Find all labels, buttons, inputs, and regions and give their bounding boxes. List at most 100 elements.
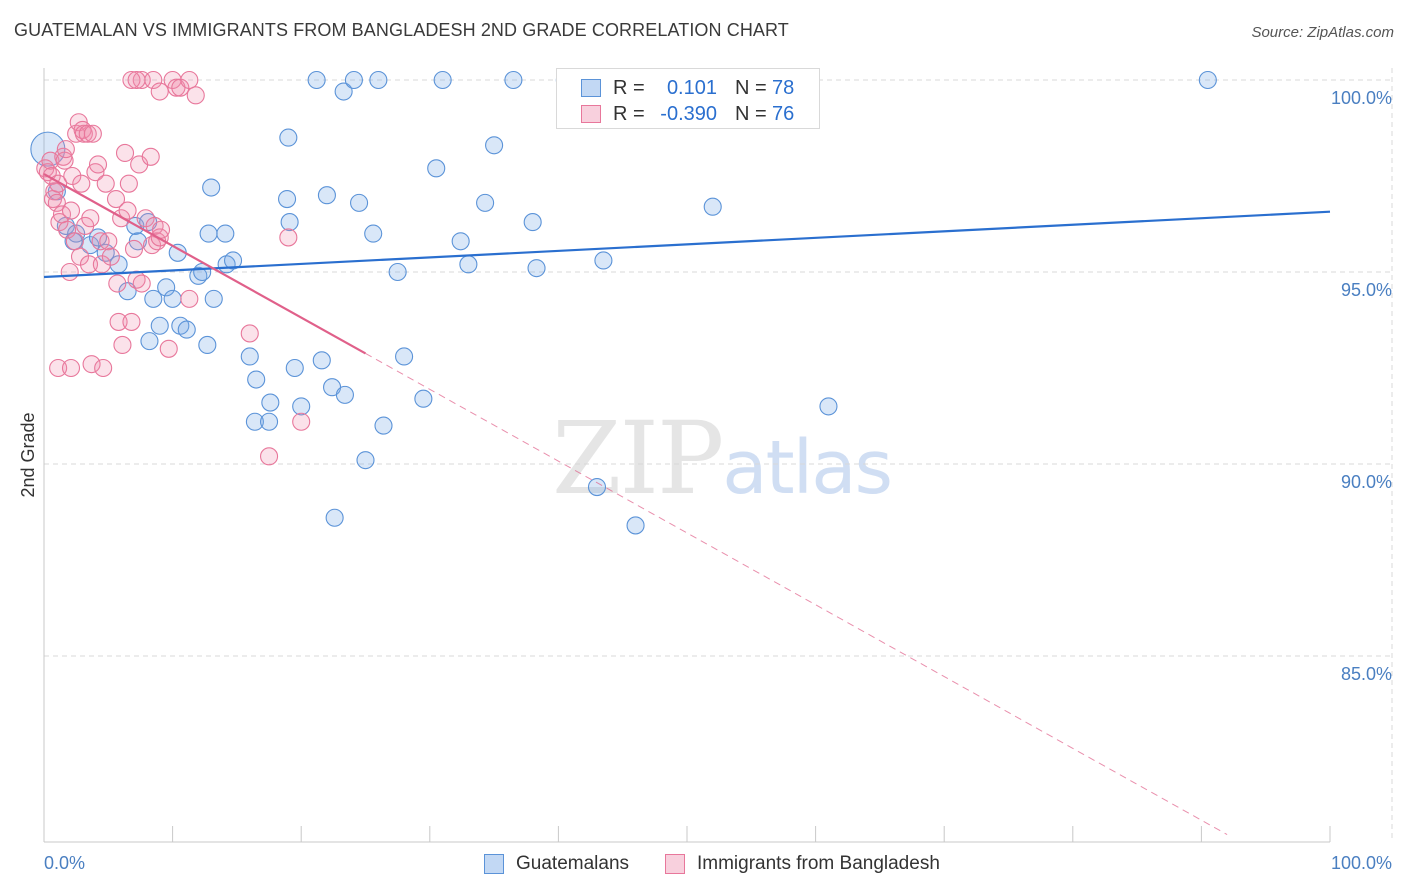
y-tick-label: 100.0% xyxy=(1331,88,1392,108)
point-guatemalans xyxy=(703,197,722,216)
point-bangladesh xyxy=(56,140,75,159)
point-guatemalans xyxy=(335,385,354,404)
point-bangladesh xyxy=(49,358,68,378)
point-bangladesh xyxy=(94,358,113,378)
point-guatemalans xyxy=(388,262,407,282)
point-guatemalans xyxy=(198,335,217,355)
point-bangladesh xyxy=(113,335,132,355)
point-bangladesh xyxy=(72,174,91,193)
stats-swatch-guatemalans xyxy=(581,79,601,97)
grid xyxy=(44,68,1393,842)
point-bangladesh xyxy=(115,143,135,163)
stats-swatch-bangladesh xyxy=(581,105,601,123)
point-guatemalans xyxy=(356,451,375,470)
stats-n-label: N = xyxy=(735,77,767,99)
point-guatemalans xyxy=(527,259,546,278)
legend-swatch-guatemalans xyxy=(484,854,504,874)
point-bangladesh xyxy=(82,355,101,374)
point-bangladesh xyxy=(55,151,74,170)
point-guatemalans xyxy=(334,82,353,101)
point-guatemalans xyxy=(223,251,243,270)
point-bangladesh xyxy=(78,124,97,143)
point-bangladesh xyxy=(150,82,169,101)
point-guatemalans xyxy=(280,213,299,232)
point-guatemalans xyxy=(240,347,259,366)
watermark-atlas: atlas xyxy=(722,425,893,511)
point-guatemalans xyxy=(199,224,218,243)
point-bangladesh xyxy=(47,193,66,212)
point-bangladesh xyxy=(159,339,178,358)
point-bangladesh xyxy=(61,201,81,220)
point-guatemalans xyxy=(414,389,433,408)
y-axis-title: 2nd Grade xyxy=(18,412,38,497)
stats-row-bangladesh: R = -0.390 N = 76 xyxy=(557,101,819,127)
point-guatemalans xyxy=(157,278,176,297)
point-bangladesh xyxy=(186,86,205,105)
point-guatemalans xyxy=(278,189,297,209)
point-guatemalans xyxy=(395,347,414,366)
point-guatemalans xyxy=(427,159,446,178)
point-guatemalans xyxy=(150,316,169,335)
point-bangladesh xyxy=(118,201,137,220)
point-guatemalans xyxy=(317,186,336,205)
point-guatemalans xyxy=(204,289,223,308)
point-guatemalans xyxy=(325,508,344,527)
point-guatemalans xyxy=(259,412,279,431)
point-guatemalans xyxy=(587,477,607,497)
point-bangladesh xyxy=(180,289,199,308)
point-bangladesh xyxy=(279,228,298,247)
tick-labels: 100.0% 95.0% 90.0% 85.0% 0.0% 100.0% 2nd Grade xyxy=(18,88,1392,873)
point-guatemalans xyxy=(459,255,478,274)
point-guatemalans xyxy=(216,224,235,243)
point-guatemalans xyxy=(819,397,838,416)
point-guatemalans xyxy=(344,70,363,90)
point-guatemalans xyxy=(163,289,182,308)
point-bangladesh xyxy=(292,412,311,431)
point-guatemalans xyxy=(476,193,495,212)
stats-n-value: 76 xyxy=(772,103,795,125)
point-bangladesh xyxy=(180,70,199,90)
point-guatemalans xyxy=(81,236,100,255)
point-guatemalans xyxy=(485,136,504,155)
point-bangladesh xyxy=(106,189,126,209)
stats-n-value: 78 xyxy=(772,77,795,99)
point-bangladesh xyxy=(81,209,100,228)
source-label: Source: ZipAtlas.com xyxy=(1251,24,1394,41)
chart-title: GUATEMALAN VS IMMIGRANTS FROM BANGLADESH… xyxy=(14,20,789,40)
point-bangladesh xyxy=(88,155,108,174)
point-guatemalans xyxy=(285,358,304,378)
point-bangladesh xyxy=(96,174,115,193)
point-bangladesh xyxy=(122,312,141,331)
trend-lines xyxy=(43,173,1331,835)
stats-n-label: N = xyxy=(735,103,767,125)
point-bangladesh xyxy=(99,232,118,251)
trend-extension-bangladesh xyxy=(365,352,1228,835)
stats-r-value: 0.101 xyxy=(666,77,717,99)
point-guatemalans xyxy=(451,232,470,251)
point-guatemalans xyxy=(374,416,393,435)
point-guatemalans xyxy=(261,393,280,412)
watermark-zip: ZIP xyxy=(552,400,724,517)
stats-r-value: -0.390 xyxy=(660,103,717,125)
legend: Guatemalans Immigrants from Bangladesh xyxy=(0,852,1406,878)
point-guatemalans xyxy=(144,289,163,308)
point-bangladesh xyxy=(127,70,146,90)
point-bangladesh xyxy=(83,124,102,143)
legend-swatch-bangladesh xyxy=(665,854,685,874)
point-bangladesh xyxy=(101,247,120,266)
legend-label-bangladesh: Immigrants from Bangladesh xyxy=(697,853,940,874)
point-guatemalans xyxy=(433,70,452,90)
point-guatemalans xyxy=(312,351,331,370)
point-guatemalans xyxy=(202,178,221,197)
point-guatemalans xyxy=(247,370,266,389)
point-guatemalans xyxy=(594,251,613,270)
point-guatemalans xyxy=(140,332,159,351)
y-tick-label: 90.0% xyxy=(1341,472,1392,492)
point-bangladesh xyxy=(65,232,84,251)
watermark: ZIPatlas xyxy=(552,400,893,517)
point-bangladesh xyxy=(119,174,138,193)
point-bangladesh xyxy=(124,239,144,259)
x-tick-label-max: 100.0% xyxy=(1331,853,1392,873)
point-bangladesh xyxy=(132,274,151,293)
